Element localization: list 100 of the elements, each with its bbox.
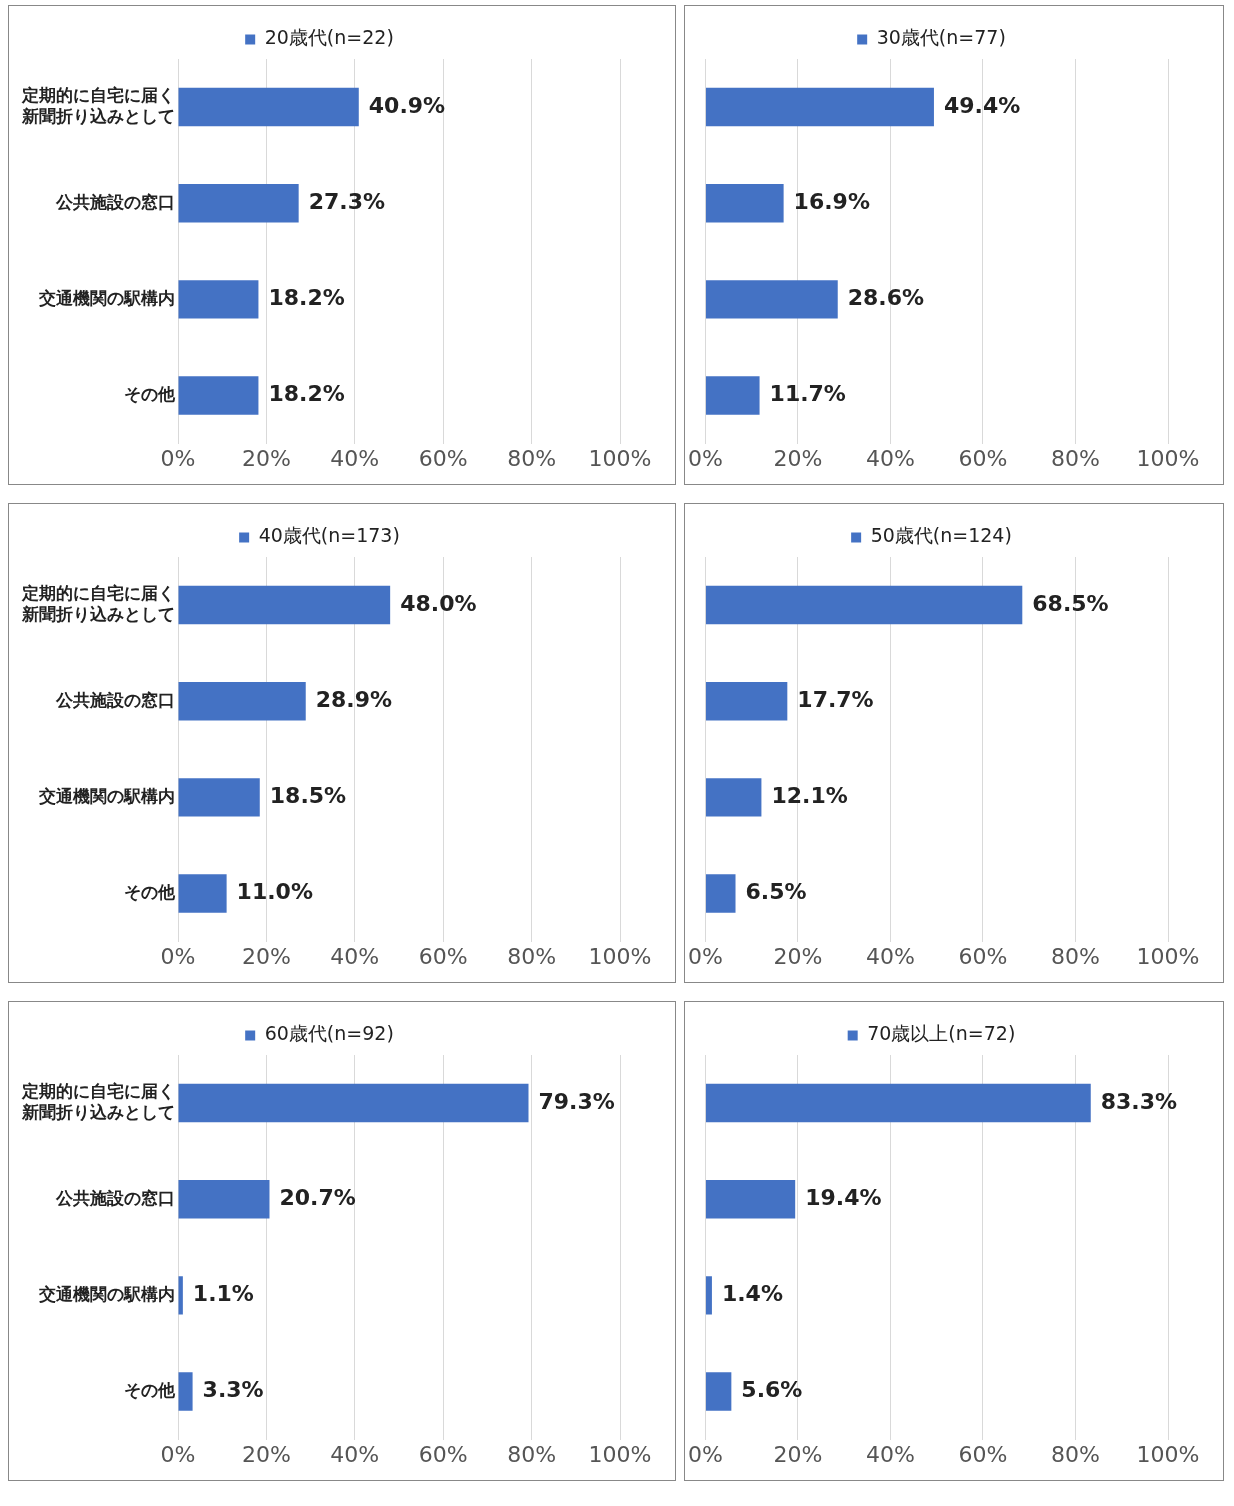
x-tick-label: 80% [507,943,557,969]
x-tick-label: 40% [330,445,380,471]
x-tick-label: 100% [1136,1441,1200,1467]
x-tick-label: 100% [588,445,652,471]
bar [178,87,359,127]
y-tick-label: 公共施設の窓口 [55,191,175,212]
bar [178,184,299,223]
data-label: 27.3% [308,188,385,214]
x-tick-label: 40% [866,445,915,471]
x-tick-label: 20% [773,445,823,471]
x-tick-label: 60% [418,943,468,969]
x-tick-label: 20% [773,943,823,969]
y-tick-label: 交通機関の駅構内 [38,785,175,806]
x-tick-label: 40% [866,1441,915,1467]
bar [178,682,306,721]
data-label: 16.9% [793,188,870,214]
data-label: 11.0% [236,879,313,905]
y-tick-label: その他 [124,1379,176,1400]
x-tick-label: 100% [1136,943,1200,969]
bar [178,585,391,625]
bar [705,585,1023,625]
x-tick-label: 20% [241,1441,291,1467]
legend-label: 70歳以上(n=72) [867,1022,1016,1045]
y-tick-label: 交通機関の駅構内 [38,287,175,308]
x-tick-label: 20% [773,1441,823,1467]
y-tick-label: 交通機関の駅構内 [38,1283,175,1304]
x-tick-label: 60% [418,1441,468,1467]
data-label: 18.2% [268,381,345,407]
data-label: 11.7% [769,381,846,407]
x-tick-label: 60% [958,943,1008,969]
legend-label: 60歳代(n=92) [264,1022,394,1045]
y-tick-label: その他 [124,383,176,404]
x-tick-label: 80% [1051,943,1100,969]
bar [178,1083,529,1123]
data-label: 19.4% [805,1184,882,1210]
x-tick-label: 100% [588,1441,652,1467]
x-tick-label: 40% [866,943,915,969]
data-label: 48.0% [400,590,477,616]
data-label: 79.3% [538,1088,615,1114]
y-tick-label: 定期的に自宅に届く新聞折り込みとして [21,85,175,126]
x-tick-label: 20% [241,943,291,969]
bar [705,1372,732,1411]
data-label: 18.2% [268,285,345,311]
bar [705,184,784,223]
x-tick-label: 80% [1051,1441,1100,1467]
bar [178,1276,183,1315]
data-label: 18.5% [269,783,347,809]
bar [705,682,788,721]
data-label: 5.6% [741,1377,803,1403]
y-tick-label: その他 [124,881,176,902]
x-tick-label: 60% [958,1441,1008,1467]
data-label: 1.1% [192,1281,254,1307]
x-tick-label: 0% [688,1441,723,1467]
x-tick-label: 80% [507,445,557,471]
x-tick-label: 100% [588,943,652,969]
legend-label: 50歳代(n=124) [870,524,1012,547]
x-tick-label: 0% [688,445,723,471]
bar [178,1372,193,1411]
bar [705,1083,1091,1123]
data-label: 83.3% [1100,1088,1178,1114]
x-tick-label: 40% [330,1441,380,1467]
legend-label: 40歳代(n=173) [258,524,400,547]
x-tick-label: 0% [160,943,196,969]
legend-label: 20歳代(n=22) [264,26,394,49]
bar [705,778,762,817]
data-label: 28.6% [847,285,925,311]
bar [705,1276,712,1315]
y-tick-label: 公共施設の窓口 [55,1187,175,1208]
x-tick-label: 60% [418,445,468,471]
bar [178,778,260,817]
y-tick-label: 公共施設の窓口 [55,689,175,710]
data-label: 40.9% [368,92,446,118]
x-tick-label: 60% [958,445,1008,471]
bar [705,87,934,127]
x-tick-label: 20% [241,445,291,471]
x-tick-label: 0% [688,943,723,969]
y-tick-label: 定期的に自宅に届く新聞折り込みとして [21,1081,175,1122]
data-label: 20.7% [279,1184,356,1210]
data-label: 68.5% [1032,590,1109,616]
data-label: 1.4% [721,1281,783,1307]
bar [705,1179,796,1219]
bar [178,1179,270,1219]
legend-label: 30歳代(n=77) [876,26,1006,49]
x-tick-label: 100% [1136,445,1200,471]
x-tick-label: 0% [160,1441,196,1467]
bar [705,874,736,913]
data-label: 49.4% [943,92,1021,118]
data-label: 3.3% [202,1377,264,1403]
data-label: 6.5% [745,879,807,905]
bar [178,376,259,415]
x-tick-label: 0% [160,445,196,471]
bar [178,874,227,913]
bar [178,280,259,319]
data-label: 12.1% [771,783,848,809]
data-label: 17.7% [797,686,874,712]
bar [705,376,760,415]
bar [705,280,838,319]
x-tick-label: 80% [1051,445,1100,471]
x-tick-label: 80% [507,1441,557,1467]
y-tick-label: 定期的に自宅に届く新聞折り込みとして [21,583,175,624]
